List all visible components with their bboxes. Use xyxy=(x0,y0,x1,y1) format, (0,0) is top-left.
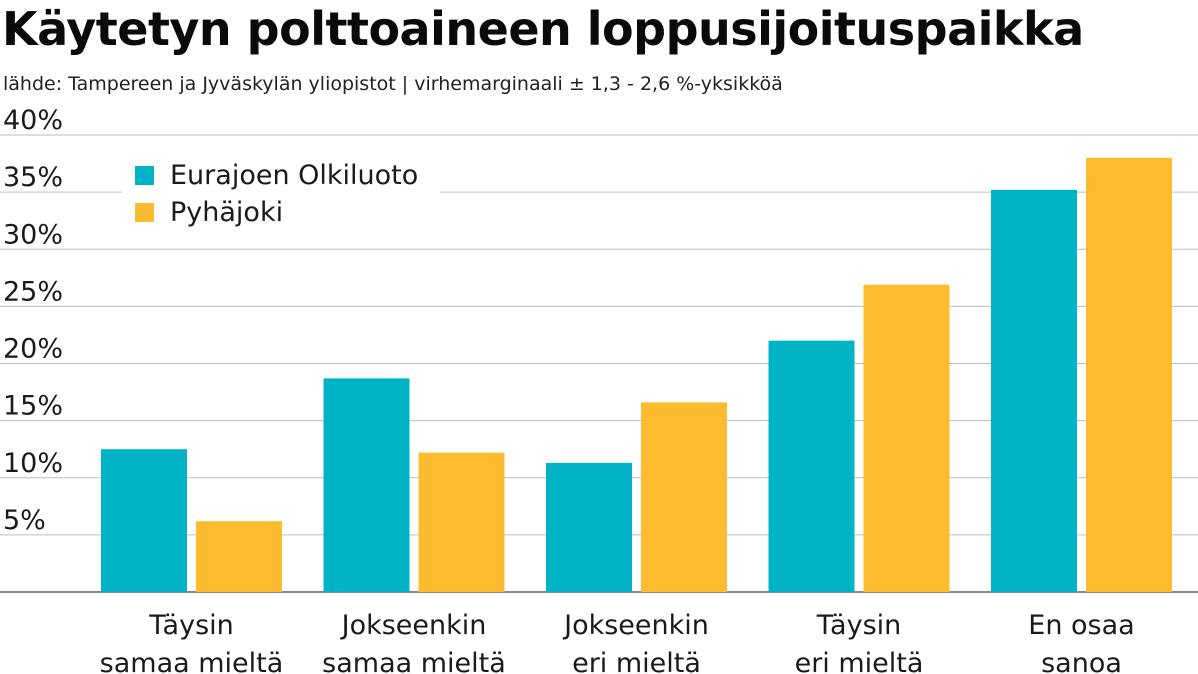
x-category-label: eri mieltä xyxy=(572,648,701,674)
x-category-label: Jokseenkin xyxy=(340,610,487,641)
x-axis-categories: Täysin samaa mieltä Jokseenkin samaa mieltä… xyxy=(100,610,1135,674)
x-category-label: samaa mieltä xyxy=(100,648,284,674)
y-tick-label: 30% xyxy=(3,219,63,250)
chart-subtitle: lähde: Tampereen ja Jyväskylän yliopisto… xyxy=(3,73,783,95)
legend-swatch xyxy=(135,203,154,222)
y-tick-label: 40% xyxy=(3,105,63,136)
bars xyxy=(101,157,1172,592)
bar-olkiluoto xyxy=(101,449,187,592)
chart-title: Käytetyn polttoaineen loppusijoituspaikk… xyxy=(2,2,1084,56)
y-tick-label: 15% xyxy=(3,391,63,422)
legend-background xyxy=(122,150,440,236)
bar-pyhajoki xyxy=(196,521,282,592)
bar-olkiluoto xyxy=(546,462,632,592)
bar-olkiluoto xyxy=(991,189,1077,592)
x-category-label: samaa mieltä xyxy=(322,648,506,674)
bar-olkiluoto xyxy=(768,340,855,592)
y-tick-label: 25% xyxy=(3,276,63,307)
legend-label: Eurajoen Olkiluoto xyxy=(170,160,418,191)
bar-pyhajoki xyxy=(863,284,950,592)
x-category-label: eri mieltä xyxy=(795,648,924,674)
x-category-label: Täysin xyxy=(148,610,234,641)
bar-pyhajoki xyxy=(1086,157,1172,592)
legend: Eurajoen Olkiluoto Pyhäjoki xyxy=(122,150,440,236)
x-category-label: Jokseenkin xyxy=(562,610,709,641)
legend-swatch xyxy=(135,166,154,185)
y-tick-label: 20% xyxy=(3,334,63,365)
bar-pyhajoki xyxy=(641,402,727,592)
y-tick-label: 35% xyxy=(3,162,63,193)
y-axis-ticks: 5% 10% 15% 20% 25% 30% 35% 40% xyxy=(3,105,63,536)
bar-olkiluoto xyxy=(323,378,410,592)
bar-pyhajoki xyxy=(418,452,505,592)
y-tick-label: 5% xyxy=(3,505,46,536)
x-category-label: sanoa xyxy=(1041,648,1122,674)
y-tick-label: 10% xyxy=(3,448,63,479)
legend-label: Pyhäjoki xyxy=(170,197,283,228)
x-category-label: En osaa xyxy=(1028,610,1134,641)
x-category-label: Täysin xyxy=(816,610,902,641)
